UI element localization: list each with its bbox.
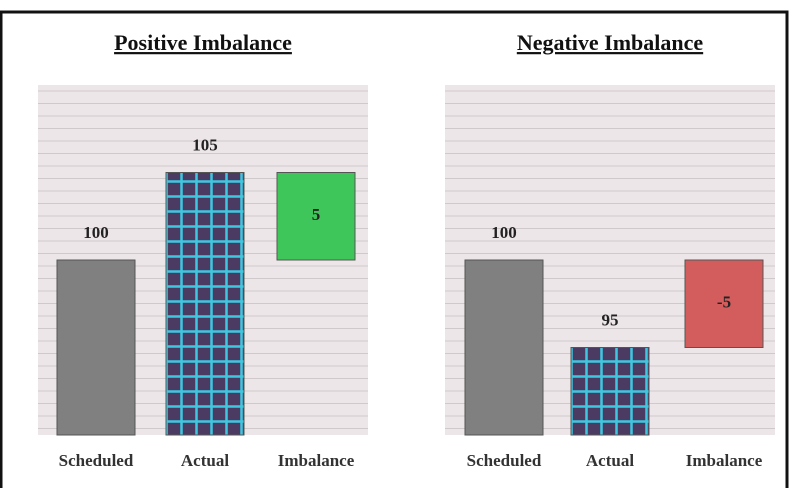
bar [570,347,650,436]
bar [276,172,356,261]
bar [464,259,544,436]
x-tick-label: Imbalance [278,451,355,470]
x-tick-label: Scheduled [467,451,542,470]
x-tick-label: Actual [586,451,634,470]
value-label: 100 [83,223,109,242]
x-tick-label: Actual [181,451,229,470]
bar [56,259,136,436]
value-label: 5 [312,205,321,224]
value-label: 95 [602,310,619,329]
value-label: 100 [491,223,517,242]
x-tick-label: Scheduled [59,451,134,470]
bar [684,259,764,348]
value-label: -5 [717,293,731,312]
value-label: 105 [192,135,218,154]
chart-title: Negative Imbalance [517,30,704,55]
frame [0,10,789,488]
chart-title: Positive Imbalance [114,30,292,55]
x-tick-label: Imbalance [686,451,763,470]
bar [165,172,245,436]
